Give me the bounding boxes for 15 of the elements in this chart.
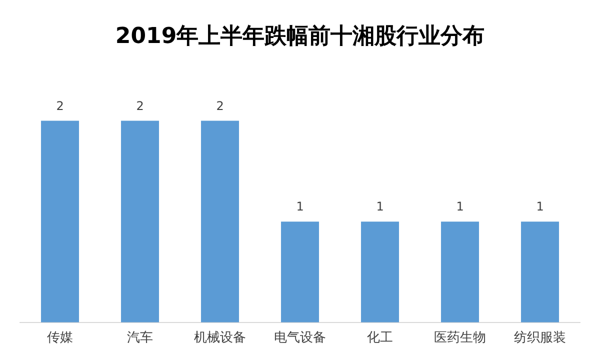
x-tick-label: 汽车 <box>127 330 153 346</box>
x-tick-label: 纺织服装 <box>514 330 566 346</box>
chart-title: 2019年上半年跌幅前十湘股行业分布 <box>115 24 485 49</box>
x-tick-label: 机械设备 <box>194 330 246 346</box>
data-label: 2 <box>136 98 144 113</box>
data-label: 1 <box>376 200 384 214</box>
data-label: 1 <box>456 200 464 214</box>
x-tick-label: 传媒 <box>47 330 73 346</box>
x-tick-label: 电气设备 <box>274 330 326 346</box>
data-label: 2 <box>216 98 224 113</box>
data-label: 1 <box>296 200 304 214</box>
x-tick-label: 化工 <box>367 330 393 346</box>
x-tick-label: 医药生物 <box>434 330 486 346</box>
data-label: 2 <box>56 98 64 113</box>
data-label: 1 <box>536 200 544 214</box>
